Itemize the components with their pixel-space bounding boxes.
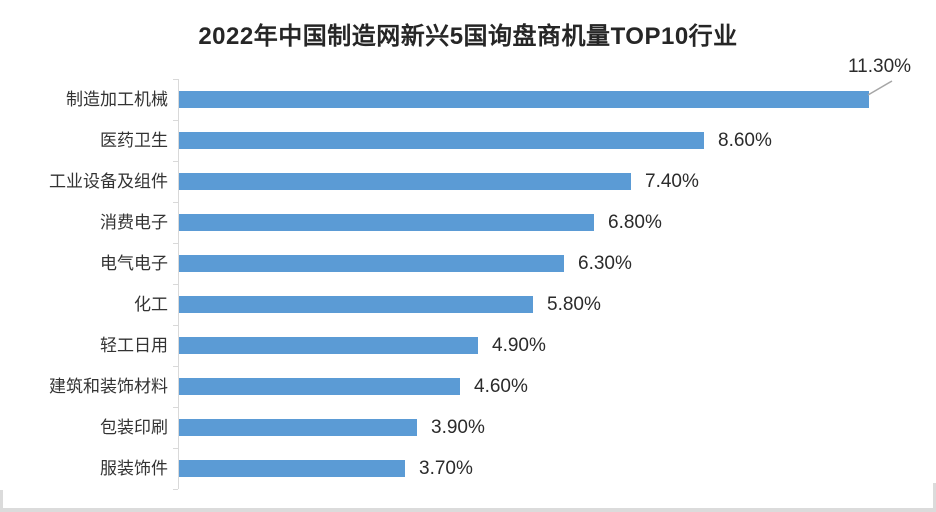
y-axis-tick <box>173 284 178 285</box>
chart-title-bold-part: TOP10 <box>610 23 689 50</box>
y-axis-tick <box>173 120 178 121</box>
value-label: 5.80% <box>547 293 601 315</box>
chart-title-suffix: 行业 <box>688 23 738 50</box>
y-axis-tick <box>173 325 178 326</box>
bar <box>179 460 405 477</box>
bar <box>179 337 478 354</box>
category-label: 化工 <box>134 294 168 314</box>
value-label: 6.80% <box>608 211 662 233</box>
value-label: 8.60% <box>718 129 772 151</box>
chart-title-prefix: 2022年中国制造网新兴5国询盘商机量 <box>198 23 611 50</box>
card-right-edge-stub <box>933 483 936 508</box>
category-label: 轻工日用 <box>100 335 168 355</box>
y-axis-tick <box>173 407 178 408</box>
y-axis-line <box>178 79 179 489</box>
category-label: 消费电子 <box>100 212 168 232</box>
category-label: 建筑和装饰材料 <box>49 376 168 396</box>
card-left-edge-stub <box>0 490 3 508</box>
y-axis-tick <box>173 161 178 162</box>
category-label: 医药卫生 <box>100 130 168 150</box>
y-axis-tick <box>173 489 178 490</box>
value-label: 6.30% <box>578 252 632 274</box>
category-label: 制造加工机械 <box>66 89 168 109</box>
bar <box>179 378 460 395</box>
bar <box>179 173 631 190</box>
value-label-callout: 11.30% <box>848 56 912 77</box>
value-label: 7.40% <box>645 170 699 192</box>
bar <box>179 91 869 108</box>
category-label: 电气电子 <box>100 253 168 273</box>
value-label: 3.70% <box>419 457 473 479</box>
value-label: 4.60% <box>474 375 528 397</box>
bar <box>179 419 417 436</box>
y-axis-tick <box>173 202 178 203</box>
bar <box>179 255 564 272</box>
bar <box>179 132 704 149</box>
y-axis-tick <box>173 243 178 244</box>
bar <box>179 214 594 231</box>
category-label: 包装印刷 <box>100 417 168 437</box>
category-label: 工业设备及组件 <box>49 171 168 191</box>
card-bottom-edge <box>0 508 936 512</box>
value-label: 4.90% <box>492 334 546 356</box>
y-axis-tick <box>173 366 178 367</box>
category-label: 服装饰件 <box>100 458 168 478</box>
y-axis-tick <box>173 79 178 80</box>
value-label: 3.90% <box>431 416 485 438</box>
bar <box>179 296 533 313</box>
y-axis-tick <box>173 448 178 449</box>
chart-title: 2022年中国制造网新兴5国询盘商机量TOP10行业 <box>0 16 936 51</box>
